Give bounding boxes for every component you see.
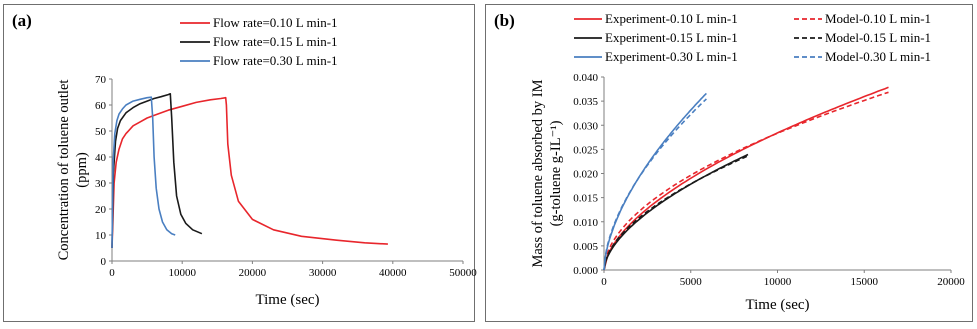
y-tick-label: 20	[95, 204, 107, 216]
y-tick-label: 0.015	[573, 193, 598, 205]
x-tick-label: 50000	[449, 267, 477, 279]
x-tick-label: 5000	[680, 276, 703, 288]
y-tick-label: 0.020	[573, 169, 598, 181]
x-tick-label: 20000	[937, 276, 965, 288]
series-line	[603, 155, 749, 271]
y-tick-label: 0.005	[573, 241, 598, 253]
y-tick-label: 0.010	[573, 217, 598, 229]
y-tick-label: 0.000	[573, 265, 598, 277]
series-line	[603, 86, 889, 271]
chart-b-svg: (b) 0 5000 10000 15000 20000 0.000 0.005 0.010 0.…	[494, 11, 965, 313]
legend-label: Experiment-0.10 L min-1	[605, 11, 738, 26]
x-tick-label: 20000	[239, 267, 267, 279]
y-tick-label: 70	[95, 74, 107, 86]
y-tick-label: 10	[95, 230, 107, 242]
panel-label: (b)	[494, 11, 515, 30]
x-tick-label: 0	[601, 276, 607, 288]
y-axis-title-line: (g-toluene g-IL⁻¹)	[548, 120, 564, 226]
chart-panel-b: (b) 0 5000 10000 15000 20000 0.000 0.005 0.010 0.…	[485, 4, 973, 322]
legend-label: Model-0.15 L min-1	[825, 30, 931, 45]
y-axis-title-line: (ppm)	[74, 152, 90, 188]
legend-label: Flow rate=0.10 L min-1	[213, 15, 338, 30]
x-axis-title: Time (sec)	[745, 297, 809, 313]
y-tick-label: 60	[95, 100, 107, 112]
legend-label: Flow rate=0.30 L min-1	[213, 53, 338, 68]
y-tick-label: 0.040	[573, 72, 598, 84]
y-tick-label: 0.030	[573, 120, 598, 132]
series-line	[111, 96, 388, 249]
legend-label: Model-0.30 L min-1	[825, 49, 931, 64]
legend-label: Model-0.10 L min-1	[825, 11, 931, 26]
series-line	[603, 153, 749, 271]
chart-a-svg: (a) 0 10000 20000 30000 40000 50000 0 10 20 30 40 50…	[12, 11, 477, 308]
series-line	[603, 98, 707, 271]
x-tick-label: 40000	[379, 267, 407, 279]
x-axis-title: Time (sec)	[255, 292, 319, 308]
y-tick-label: 0	[101, 256, 107, 268]
legend-label: Experiment-0.15 L min-1	[605, 30, 738, 45]
y-tick-label: 0.035	[573, 96, 598, 108]
series-line	[603, 91, 889, 271]
legend-label: Experiment-0.30 L min-1	[605, 49, 738, 64]
y-axis-title-line: Mass of toluene absorbed by IM	[530, 79, 546, 267]
legend-label: Flow rate=0.15 L min-1	[213, 34, 338, 49]
y-tick-label: 40	[95, 152, 107, 164]
x-tick-label: 10000	[764, 276, 792, 288]
series-line	[111, 93, 203, 249]
y-tick-label: 30	[95, 178, 107, 190]
x-tick-label: 15000	[851, 276, 879, 288]
x-tick-label: 10000	[168, 267, 196, 279]
series-line	[111, 96, 176, 249]
series-line	[603, 92, 707, 271]
x-tick-label: 0	[109, 267, 115, 279]
y-axis-title-line: Concentration of toluene outlet	[56, 80, 72, 261]
y-tick-label: 0.025	[573, 144, 598, 156]
y-tick-label: 50	[95, 126, 107, 138]
chart-panel-a: (a) 0 10000 20000 30000 40000 50000 0 10 20 30 40 50…	[3, 4, 477, 322]
panel-label: (a)	[12, 11, 32, 30]
x-tick-label: 30000	[309, 267, 337, 279]
